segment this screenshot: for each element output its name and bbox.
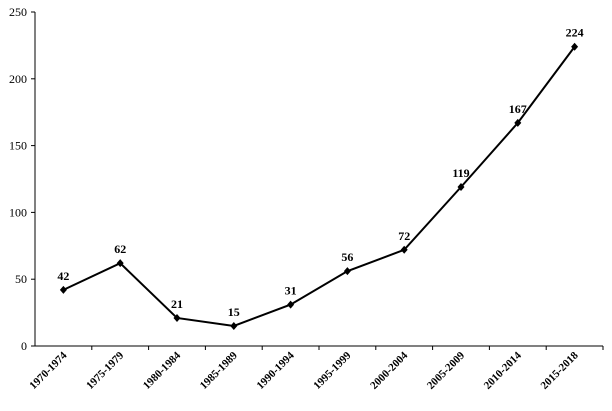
line (62, 46, 576, 327)
x-tick-label: 2000-2004 (368, 349, 411, 392)
data-label: 56 (341, 250, 353, 264)
marker (116, 259, 124, 268)
data-label: 119 (452, 166, 469, 180)
y-tick-label: 100 (9, 205, 27, 219)
y-tick-label: 0 (21, 339, 27, 353)
marker (457, 183, 465, 192)
data-label: 72 (398, 229, 410, 243)
marker (343, 267, 351, 276)
marker (230, 321, 238, 330)
x-tick-label: 2005-2009 (425, 349, 468, 392)
marker (173, 313, 181, 322)
x-tick-label: 1985-1989 (198, 349, 241, 392)
marker (514, 118, 522, 127)
y-tick-label: 150 (9, 139, 27, 153)
marker (59, 285, 67, 294)
x-tick-label: 1990-1994 (255, 349, 298, 392)
data-label: 42 (57, 269, 69, 283)
data-label: 224 (566, 26, 584, 40)
y-tick-label: 50 (15, 272, 27, 286)
marker (571, 42, 579, 51)
data-label: 15 (228, 305, 240, 319)
x-tick-label: 1995-1999 (311, 349, 354, 392)
x-tick-label: 2010-2014 (482, 349, 525, 392)
x-tick-label: 1980-1984 (141, 349, 184, 392)
x-tick-label: 2015-2018 (539, 349, 582, 392)
x-tick-label: 1975-1979 (84, 349, 127, 392)
data-label: 62 (114, 242, 126, 256)
data-label: 21 (171, 297, 183, 311)
x-tick-label: 1970-1974 (27, 349, 70, 392)
marker (287, 300, 295, 309)
marker (400, 245, 408, 254)
y-tick-label: 200 (9, 72, 27, 86)
data-label: 31 (285, 284, 297, 298)
y-tick-label: 250 (9, 5, 27, 19)
data-label: 167 (509, 102, 527, 116)
